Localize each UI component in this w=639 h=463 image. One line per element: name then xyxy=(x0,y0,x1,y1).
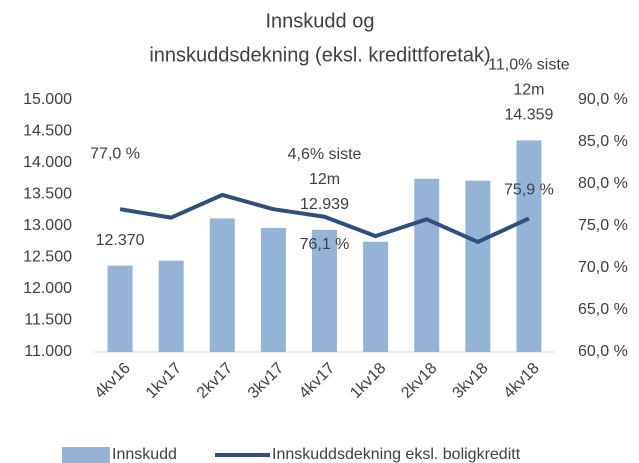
annotation: 12m xyxy=(309,171,340,188)
y2-tick-label: 80,0 % xyxy=(578,175,628,192)
bar xyxy=(312,229,337,352)
y-tick-label: 12.500 xyxy=(23,249,72,266)
y2-tick-label: 60,0 % xyxy=(578,343,628,360)
bar xyxy=(363,241,389,352)
x-tick-label: 3kv18 xyxy=(449,360,491,402)
x-tick-label: 4kv18 xyxy=(501,360,543,402)
chart-title: innskuddsdekning (eksl. kredittforetak) xyxy=(149,44,490,66)
bar-value-label: 12.370 xyxy=(96,232,145,249)
y-tick-label: 14.500 xyxy=(23,123,72,140)
line-value-label: 76,1 % xyxy=(300,236,350,253)
y-tick-label: 11.500 xyxy=(24,312,72,329)
x-tick-label: 1kv17 xyxy=(143,360,185,402)
legend-swatch xyxy=(62,447,110,463)
bar xyxy=(260,227,286,352)
line-value-label: 77,0 % xyxy=(90,145,140,162)
x-tick-label: 2kv17 xyxy=(194,360,236,402)
legend-label: Innskuddsdekning eksl. boligkreditt xyxy=(272,446,521,463)
x-tick-label: 4kv17 xyxy=(296,360,338,402)
bar xyxy=(516,140,542,352)
x-tick-label: 4kv16 xyxy=(92,360,134,402)
bar-value-label: 14.359 xyxy=(504,107,553,124)
chart-title: Innskudd og xyxy=(266,10,375,32)
y2-tick-label: 90,0 % xyxy=(578,91,628,108)
y-tick-label: 13.500 xyxy=(23,186,72,203)
bar xyxy=(209,218,235,352)
line-value-label: 75,9 % xyxy=(504,182,554,199)
annotation: 11,0% siste xyxy=(488,57,570,74)
y-tick-label: 15.000 xyxy=(23,91,72,108)
y2-tick-label: 85,0 % xyxy=(578,133,628,150)
legend-label: Innskudd xyxy=(112,446,177,463)
y-tick-label: 11.000 xyxy=(24,343,72,360)
bar xyxy=(414,178,440,352)
line xyxy=(119,192,530,244)
bar xyxy=(158,260,184,352)
bar xyxy=(465,180,491,352)
x-tick-label: 1kv18 xyxy=(347,360,389,402)
y-tick-label: 14.000 xyxy=(23,154,72,171)
y2-tick-label: 75,0 % xyxy=(578,217,628,234)
y-tick-label: 13.000 xyxy=(23,217,72,234)
bar xyxy=(107,265,133,352)
y2-tick-label: 70,0 % xyxy=(578,259,628,276)
annotation: 12m xyxy=(513,82,544,99)
y-tick-label: 12.000 xyxy=(23,280,72,297)
y2-tick-label: 65,0 % xyxy=(578,301,628,318)
annotation: 4,6% siste xyxy=(288,146,362,163)
x-tick-label: 2kv18 xyxy=(398,360,440,402)
x-tick-label: 3kv17 xyxy=(245,360,287,402)
bar-value-label: 12.939 xyxy=(300,196,349,213)
